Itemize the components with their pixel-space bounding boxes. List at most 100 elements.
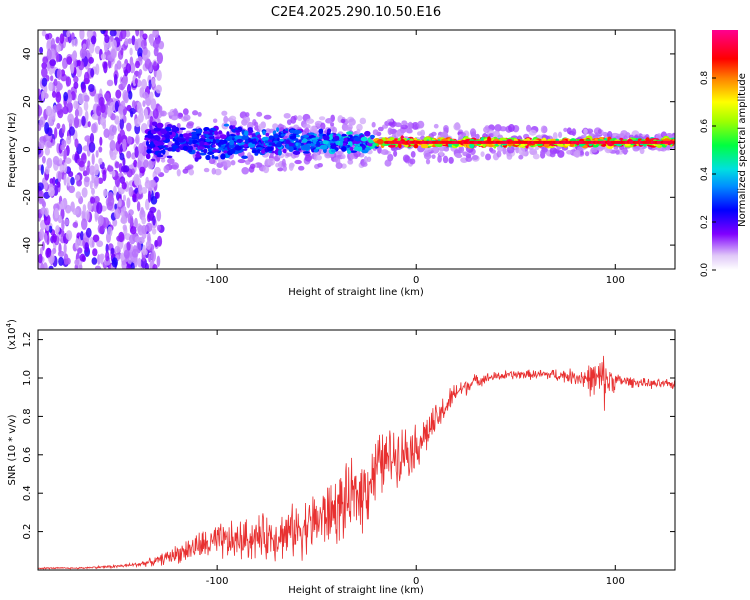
spectral-point	[552, 132, 558, 140]
spectral-point	[100, 53, 107, 60]
spectral-point	[277, 149, 282, 156]
spectral-point	[45, 105, 53, 117]
spectral-point	[144, 108, 148, 120]
spectral-point	[66, 135, 72, 145]
spectral-point	[164, 149, 169, 157]
spectrogram-x-ticks: -100 0 100	[206, 30, 625, 286]
spectral-point	[50, 75, 54, 82]
spectral-point	[377, 146, 382, 154]
spectral-point	[133, 177, 140, 186]
spectral-point	[77, 247, 83, 254]
spectral-point	[85, 227, 92, 238]
spectral-point	[179, 138, 183, 143]
spectral-point	[416, 131, 423, 136]
spectral-point	[127, 38, 132, 45]
spectral-point	[187, 149, 193, 153]
spectral-point	[454, 152, 462, 158]
spectral-point	[57, 171, 62, 183]
spectral-point	[176, 123, 181, 129]
spectral-point	[141, 78, 148, 90]
spectral-point	[175, 148, 180, 153]
spectral-point	[263, 114, 272, 120]
spectral-point	[94, 175, 100, 187]
spectral-point	[38, 253, 43, 264]
spectral-point	[58, 256, 64, 266]
spectral-point	[182, 145, 189, 151]
spectral-point	[346, 149, 352, 154]
spectral-point	[52, 233, 57, 243]
spectral-point	[56, 122, 61, 129]
spectral-point	[443, 124, 449, 133]
spectral-point	[389, 137, 395, 141]
spectral-point	[66, 30, 71, 38]
spectral-point	[340, 118, 346, 124]
spectral-point	[172, 137, 177, 142]
spectral-point	[147, 134, 155, 139]
spectral-point	[298, 165, 305, 171]
spectral-point	[302, 151, 310, 154]
spectral-point	[214, 168, 222, 176]
x-tick-label: 0	[413, 275, 419, 286]
spectral-point	[234, 129, 241, 133]
spectral-point	[167, 147, 173, 152]
spectral-point	[71, 51, 77, 62]
spectral-point	[156, 255, 161, 268]
spectral-point	[105, 243, 109, 254]
spectral-point	[73, 100, 79, 110]
spectral-point	[229, 125, 234, 130]
snr-y-ticks: 0.2 0.4 0.6 0.8 1.0 1.2	[22, 332, 675, 540]
spectral-point	[99, 225, 104, 235]
spectral-point	[320, 122, 326, 130]
spectral-point	[160, 110, 167, 117]
spectral-point	[155, 84, 162, 94]
spectral-point	[289, 162, 295, 169]
spectral-point	[39, 228, 45, 241]
spectral-point	[359, 143, 364, 147]
spectral-point	[55, 91, 62, 104]
spectral-point	[153, 135, 161, 141]
spectral-point	[80, 218, 88, 230]
spectral-point	[71, 37, 76, 47]
spectral-point	[41, 241, 45, 251]
spectral-point	[220, 153, 226, 160]
spectral-point	[81, 115, 86, 127]
spectral-point	[55, 44, 62, 53]
spectral-point	[496, 150, 502, 158]
spectral-point	[192, 110, 199, 116]
spectral-point	[465, 156, 473, 162]
spectral-point	[41, 67, 48, 78]
y-tick-label: 0.4	[22, 485, 33, 501]
spectral-point	[366, 156, 372, 163]
spectral-point	[41, 90, 45, 101]
spectral-point	[90, 197, 96, 204]
spectral-point	[223, 159, 232, 168]
spectral-point	[129, 47, 133, 56]
spectral-point	[230, 160, 236, 166]
spectral-point	[138, 183, 143, 195]
spectral-point	[409, 158, 416, 165]
spectral-point	[237, 159, 246, 164]
spectral-point	[96, 202, 103, 214]
spectral-point	[182, 168, 189, 174]
spectral-point	[96, 105, 102, 117]
spectral-point	[298, 139, 303, 142]
spectral-point	[44, 166, 50, 175]
spectral-point	[205, 154, 211, 161]
spectrogram-y-label: Frequency (Hz)	[7, 112, 18, 188]
spectral-point	[241, 135, 250, 141]
spectral-point	[540, 125, 548, 134]
spectral-point	[167, 111, 174, 116]
spectral-point	[208, 136, 214, 140]
spectral-point	[63, 91, 69, 102]
spectral-point	[44, 232, 48, 243]
spectral-point	[438, 150, 444, 157]
spectral-point	[251, 140, 258, 144]
spectral-point	[122, 194, 127, 202]
spectral-point	[499, 126, 507, 132]
spectral-point	[288, 146, 294, 152]
spectral-point	[137, 142, 145, 154]
spectral-point	[302, 134, 310, 139]
snr-frame	[37, 329, 676, 571]
spectral-point	[167, 157, 175, 165]
x-tick-label: 100	[606, 275, 625, 286]
